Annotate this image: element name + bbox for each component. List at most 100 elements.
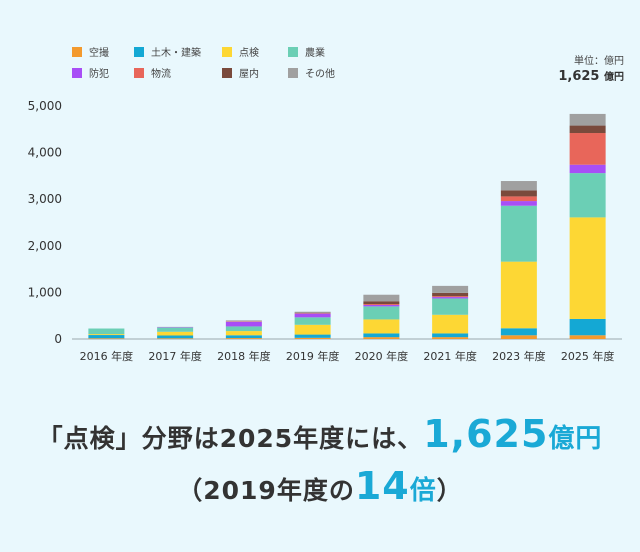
legend-item: その他	[288, 65, 335, 80]
bar-segment	[363, 301, 400, 305]
bar-segment	[363, 306, 400, 320]
legend-item: 点検	[222, 44, 259, 59]
bar-segment	[432, 296, 469, 298]
bar-segment	[432, 333, 469, 338]
legend-swatch	[222, 46, 232, 57]
legend-swatch	[72, 46, 82, 57]
bar-segment	[294, 311, 331, 313]
headline-line-2: （2019年度の14倍）	[0, 464, 640, 508]
bar-segment	[569, 164, 606, 174]
bar-segment	[157, 327, 194, 332]
bar-segment	[500, 201, 537, 206]
bar-segment	[294, 324, 331, 335]
headline-line-2-prefix: （2019年度の	[177, 476, 355, 505]
bar-segment	[225, 331, 262, 336]
x-tick-label: 2016 年度	[80, 349, 134, 363]
bar-segment	[363, 337, 400, 339]
x-tick-label: 2018 年度	[217, 349, 271, 363]
y-tick-label: 1,000	[28, 285, 62, 299]
bar-segment	[569, 113, 606, 126]
legend-label: 屋内	[239, 69, 259, 80]
bar-segment	[157, 338, 194, 339]
legend-label: 物流	[151, 69, 171, 80]
bar-segment	[432, 314, 469, 334]
bar-segment	[225, 335, 262, 339]
headline-line-2-suffix: ）	[436, 476, 463, 505]
bar-segment	[363, 333, 400, 338]
bar-segment	[157, 335, 194, 339]
legend-item: 空撮	[72, 44, 109, 59]
legend-item: 農業	[288, 44, 325, 59]
bar-segment	[88, 334, 125, 336]
y-tick-label: 2,000	[28, 239, 62, 253]
bar-segment	[294, 334, 331, 338]
bar-segment	[88, 335, 125, 339]
x-tick-label: 2025 年度	[561, 349, 615, 363]
legend-label: 農業	[305, 48, 325, 59]
legend-swatch	[288, 46, 298, 57]
y-tick-label: 3,000	[28, 192, 62, 206]
bar-segment	[569, 173, 606, 218]
bar-segment	[432, 337, 469, 339]
headline-line-1-value: 1,625	[423, 412, 549, 456]
bar-segment	[294, 313, 331, 318]
unit-label: 単位：億円	[574, 56, 624, 67]
bar-segment	[569, 318, 606, 336]
legend-label: 空撮	[89, 48, 109, 59]
bar-segment	[363, 319, 400, 334]
legend-swatch	[134, 46, 144, 57]
bar-segment	[363, 294, 400, 302]
bar-segment	[569, 335, 606, 339]
legend-swatch	[288, 67, 298, 78]
bar-segment	[432, 297, 469, 299]
bar-segment	[500, 261, 537, 329]
bar-segment	[88, 328, 125, 335]
headline-line-1-prefix: 「点検」分野は2025年度には、	[37, 424, 424, 453]
legend-label: その他	[305, 69, 335, 80]
legend-swatch	[72, 67, 82, 78]
x-tick-label: 2019 年度	[286, 349, 340, 363]
bar-segment	[225, 326, 262, 332]
headline-line-2-value: 14	[354, 464, 410, 508]
y-tick-label: 5,000	[28, 99, 62, 113]
bar-segment	[225, 320, 262, 322]
bar-segment	[500, 196, 537, 202]
bar-segment	[500, 190, 537, 197]
legend-label: 防犯	[89, 69, 109, 80]
bar-segment	[294, 317, 331, 325]
bar-segment	[500, 328, 537, 336]
legend-swatch	[134, 67, 144, 78]
bar-segment	[432, 298, 469, 315]
y-tick-label: 4,000	[28, 146, 62, 160]
x-tick-label: 2017 年度	[148, 349, 202, 363]
bar-segment	[363, 304, 400, 307]
legend-item: 物流	[134, 65, 171, 80]
bar-segment	[432, 292, 469, 297]
total-unit: 億円	[604, 72, 624, 83]
x-tick-label: 2023 年度	[492, 349, 546, 363]
bar-segment	[157, 331, 194, 336]
bar-segment	[569, 125, 606, 134]
legend-item: 屋内	[222, 65, 259, 80]
legend-item: 防犯	[72, 65, 109, 80]
bar-segment	[225, 321, 262, 327]
total-value: 1,625	[558, 69, 600, 84]
bar-segment	[363, 304, 400, 305]
legend-swatch	[222, 67, 232, 78]
bar-segment	[88, 338, 125, 339]
x-tick-label: 2020 年度	[355, 349, 409, 363]
headline-line-1: 「点検」分野は2025年度には、1,625億円	[0, 412, 640, 456]
bar-segment	[500, 181, 537, 191]
total-value-label: 1,625 億円	[558, 68, 624, 84]
bar-segment	[225, 338, 262, 339]
bar-segment	[294, 337, 331, 339]
bar-segment	[432, 285, 469, 293]
stacked-bar-chart: 5,000 4,000 3,000 2,000 1,000 0 2016 年度 2017 年度…	[28, 99, 622, 363]
bar-segment	[500, 335, 537, 339]
headline-line-2-unit: 倍	[409, 476, 437, 506]
legend-label: 土木・建築	[151, 48, 201, 59]
y-tick-label: 0	[54, 332, 62, 346]
bar-segment	[569, 133, 606, 165]
legend-label: 点検	[239, 48, 259, 59]
bar-segment	[569, 217, 606, 319]
